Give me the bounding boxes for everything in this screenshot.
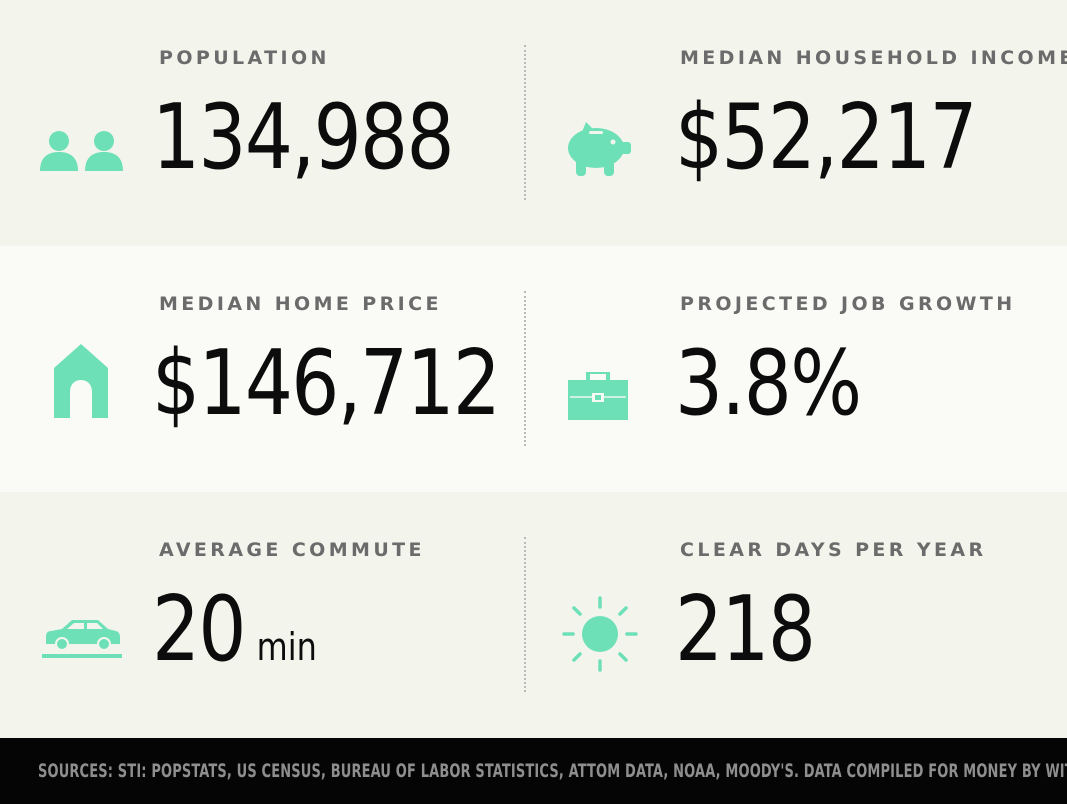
house-icon <box>54 344 108 418</box>
stat-label: CLEAR DAYS PER YEAR <box>680 539 987 561</box>
stat-label: AVERAGE COMMUTE <box>159 539 425 561</box>
stat-unit: min <box>256 625 317 669</box>
stat-projected-job-growth: PROJECTED JOB GROWTH 3.8% <box>526 246 1067 492</box>
stat-label: POPULATION <box>159 47 330 69</box>
sun-icon <box>562 596 638 672</box>
column-divider <box>524 537 526 692</box>
stats-row-2: MEDIAN HOME PRICE $146,712 PROJECTED JOB… <box>0 246 1067 492</box>
stat-label: PROJECTED JOB GROWTH <box>680 293 1016 315</box>
stat-number: 20 <box>152 577 247 682</box>
stats-row-1: POPULATION 134,988 MEDIAN HOUSEHOLD INCO… <box>0 0 1067 246</box>
stat-value: $52,217 <box>675 85 978 190</box>
column-divider <box>524 291 526 446</box>
stat-label: MEDIAN HOME PRICE <box>159 293 442 315</box>
stat-clear-days-per-year: CLEAR DAYS PER YEAR 218 <box>526 492 1067 738</box>
stat-median-home-price: MEDIAN HOME PRICE $146,712 <box>0 246 524 492</box>
car-icon <box>42 616 122 658</box>
briefcase-icon <box>568 372 628 420</box>
column-divider <box>524 45 526 200</box>
stat-value: 3.8% <box>675 331 862 436</box>
stat-median-household-income: MEDIAN HOUSEHOLD INCOME $52,217 <box>526 0 1067 246</box>
stat-value: 218 <box>675 577 816 682</box>
stat-label: MEDIAN HOUSEHOLD INCOME <box>680 47 1067 69</box>
sources-text: SOURCES: STI: POPSTATS, US CENSUS, BUREA… <box>38 760 1067 782</box>
piggy-bank-icon <box>564 120 632 178</box>
stat-average-commute: AVERAGE COMMUTE 20 min <box>0 492 524 738</box>
stat-value: 134,988 <box>152 85 455 190</box>
stats-row-3: AVERAGE COMMUTE 20 min CLEAR DAYS PER YEA… <box>0 492 1067 738</box>
stat-population: POPULATION 134,988 <box>0 0 524 246</box>
sources-footer: SOURCES: STI: POPSTATS, US CENSUS, BUREA… <box>0 738 1067 804</box>
stat-value: 20 min <box>152 580 317 697</box>
people-icon <box>40 130 124 172</box>
stat-value: $146,712 <box>152 331 501 436</box>
